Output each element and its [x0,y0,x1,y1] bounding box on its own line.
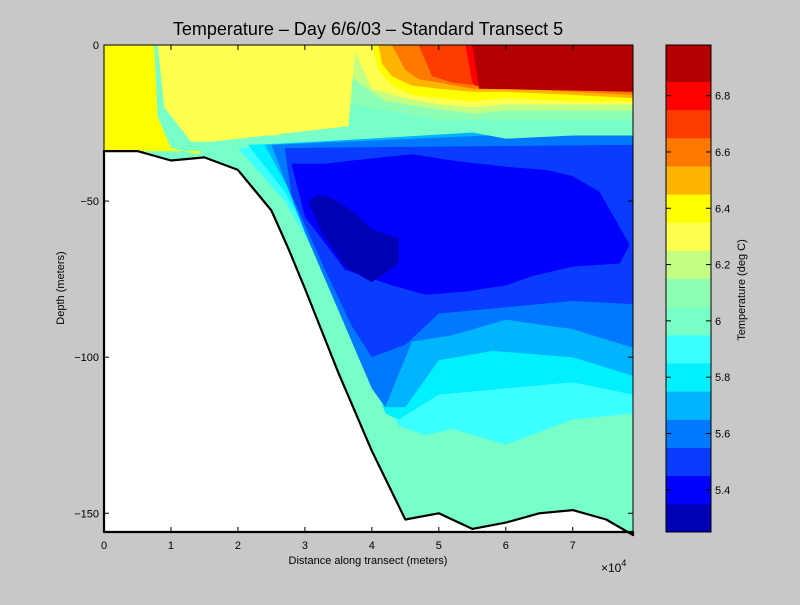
colorbar-band [666,222,711,251]
colorbar-tick-label: 6.6 [715,147,730,159]
plot-area [102,44,635,537]
x-tick-label: 1 [168,540,174,552]
colorbar-band [666,503,711,533]
x-axis-multiplier: ×104 [601,558,626,575]
colorbar-band [666,475,711,505]
colorbar-label: Temperature (deg C) [736,239,748,341]
chart-title: Temperature – Day 6/6/03 – Standard Tran… [173,19,563,39]
temperature-contours [104,45,633,532]
colorbar: 5.4 5.6 5.8 6 6.2 6.4 6.6 6.8 Temperature (deg … [665,44,748,533]
colorbar-band [666,166,711,195]
colorbar-band [666,447,711,477]
colorbar-band [666,109,711,139]
y-tick-label: −100 [74,352,99,364]
temperature-region-12 [104,45,202,155]
colorbar-band [666,137,711,167]
colorbar-band [666,194,711,223]
y-axis-ticks: 0 −50 −100 −150 [74,40,633,520]
colorbar-band [666,363,711,392]
plot-frame [103,44,634,533]
temperature-region-7 [308,194,399,283]
x-tick-label: 2 [235,540,241,552]
colorbar-tick-label: 6.4 [715,203,730,215]
seafloor-profile [102,150,635,537]
colorbar-band [666,278,711,308]
colorbar-ticks: 5.4 5.6 5.8 6 6.2 6.4 6.6 6.8 [666,91,730,497]
colorbar-tick-label: 5.8 [715,372,730,384]
colorbar-band [666,250,711,280]
colorbar-band [666,334,711,364]
x-axis-label: Distance along transect (meters) [289,555,448,567]
x-tick-label: 0 [101,540,107,552]
colorbar-band [666,45,711,82]
colorbar-tick-label: 6.8 [715,91,730,103]
colorbar-tick-label: 5.4 [715,485,730,497]
colorbar-band [666,306,711,336]
temperature-region-18 [472,45,633,92]
y-tick-label: −150 [74,508,99,520]
colorbar-frame [665,44,712,533]
colorbar-tick-label: 5.6 [715,428,730,440]
x-multiplier-exponent: 4 [621,558,626,568]
x-tick-label: 6 [503,540,509,552]
colorbar-tick-label: 6 [715,316,721,328]
x-tick-label: 3 [302,540,308,552]
colorbar-tick-label: 6.2 [715,260,730,272]
y-axis-label: Depth (meters) [55,251,67,324]
y-tick-label: −50 [80,196,99,208]
colorbar-band [666,419,711,448]
colorbar-band [666,391,711,420]
x-axis-ticks: 0 1 2 3 4 5 6 7 [101,45,576,552]
colorbar-band [666,81,711,111]
y-tick-label: 0 [93,40,99,52]
x-tick-label: 5 [436,540,442,552]
colorbar-bands [666,45,711,533]
x-multiplier-base: ×10 [601,561,622,575]
x-tick-label: 7 [570,540,576,552]
x-tick-label: 4 [369,540,375,552]
